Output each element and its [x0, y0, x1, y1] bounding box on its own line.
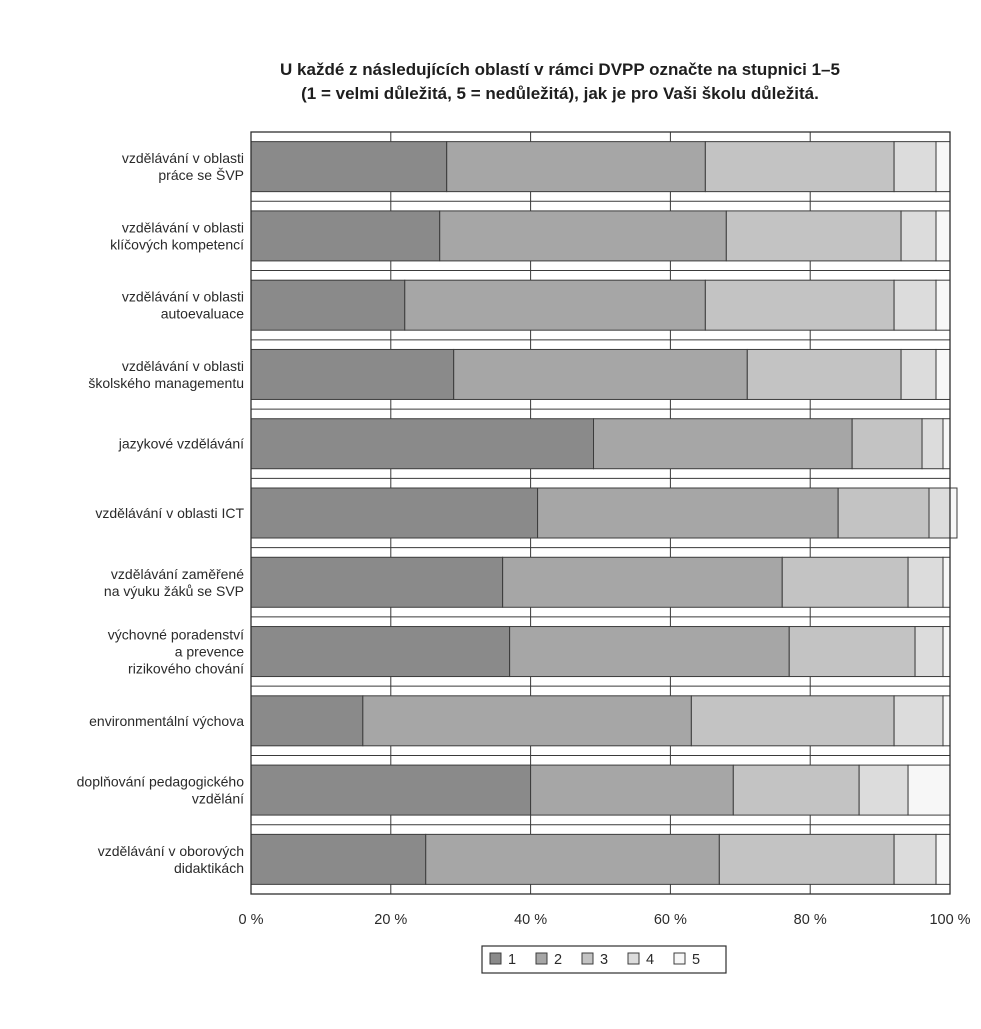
- legend-swatch-2: [535, 952, 548, 965]
- bar-segment-1-row-6: [250, 487, 539, 539]
- x-tick-label: 60 %: [654, 912, 687, 928]
- bar-segment-3-row-11: [718, 833, 895, 885]
- bar-segment-1-row-8: [250, 626, 511, 678]
- bar-segment-4-row-1: [893, 141, 937, 193]
- bar-segment-3-row-9: [690, 695, 895, 747]
- legend-swatch-3: [581, 952, 594, 965]
- bar-segment-5-row-1: [935, 141, 951, 193]
- legend-swatch-4: [627, 952, 640, 965]
- category-label-8: výchovné poradenství a prevence rizikového…: [108, 627, 244, 677]
- bar-segment-2-row-5: [593, 418, 853, 470]
- bar-segment-3-row-2: [725, 210, 902, 262]
- bar-segment-2-row-10: [530, 764, 734, 816]
- bar-segment-1-row-7: [250, 556, 504, 608]
- legend-label-5: 5: [692, 952, 700, 968]
- category-label-4: vzdělávání v oblasti školského management…: [88, 358, 244, 391]
- bar-segment-2-row-4: [453, 348, 748, 400]
- legend-box: [481, 945, 727, 974]
- category-label-1: vzdělávání v oblasti práce se ŠVP: [122, 150, 244, 183]
- bar-segment-5-row-2: [935, 210, 951, 262]
- chart-title-line-1: U každé z následujících oblastí v rámci …: [280, 60, 840, 79]
- bar-segment-1-row-2: [250, 210, 441, 262]
- chart-title: U každé z následujících oblastí v rámci …: [280, 60, 840, 103]
- legend-swatch-5: [673, 952, 686, 965]
- bar-segment-5-row-5: [942, 418, 951, 470]
- bar-segment-3-row-7: [781, 556, 909, 608]
- x-axis-tick-labels: 0 % 20 % 40 % 60 % 80 % 100 %: [239, 912, 971, 928]
- legend-label-4: 4: [646, 952, 654, 968]
- x-tick-label: 40 %: [514, 912, 547, 928]
- bar-segment-2-row-11: [425, 833, 720, 885]
- category-label-2: vzdělávání v oblasti klíčových kompetencí: [110, 219, 244, 252]
- legend-label-3: 3: [600, 952, 608, 968]
- bar-segment-4-row-11: [893, 833, 937, 885]
- category-label-6: vzdělávání v oblasti ICT: [95, 505, 244, 521]
- category-label-10: doplňování pedagogického vzdělání: [77, 774, 245, 807]
- bar-segment-5-row-11: [935, 833, 951, 885]
- bar-segment-1-row-11: [250, 833, 427, 885]
- bar-segment-1-row-4: [250, 348, 455, 400]
- bar-segment-4-row-9: [893, 695, 944, 747]
- bar-segment-5-row-7: [942, 556, 951, 608]
- bar-segment-1-row-1: [250, 141, 448, 193]
- bar-segment-2-row-7: [502, 556, 783, 608]
- x-tick-label: 20 %: [374, 912, 407, 928]
- bars: [250, 141, 958, 885]
- chart-title-line-2: (1 = velmi důležitá, 5 = nedůležitá), ja…: [301, 84, 819, 103]
- plot-frame: [250, 131, 951, 895]
- category-label-5: jazykové vzdělávání: [118, 436, 244, 452]
- bar-segment-1-row-3: [250, 279, 406, 331]
- bar-segment-3-row-5: [851, 418, 923, 470]
- legend: 1 2 3 4 5: [481, 945, 727, 974]
- bar-segment-4-row-8: [914, 626, 944, 678]
- bar-segment-4-row-3: [893, 279, 937, 331]
- legend-label-1: 1: [508, 952, 516, 968]
- bar-segment-3-row-1: [704, 141, 895, 193]
- bar-segment-2-row-1: [446, 141, 706, 193]
- bar-segment-3-row-8: [788, 626, 916, 678]
- bar-segment-3-row-4: [746, 348, 902, 400]
- bar-segment-4-row-10: [858, 764, 909, 816]
- bar-segment-5-row-8: [942, 626, 951, 678]
- bar-segment-5-row-3: [935, 279, 951, 331]
- bar-segment-4-row-4: [900, 348, 937, 400]
- bar-segment-5-row-4: [935, 348, 951, 400]
- bar-segment-1-row-5: [250, 418, 595, 470]
- bar-segment-4-row-6: [928, 487, 951, 539]
- bar-segment-1-row-9: [250, 695, 364, 747]
- x-tick-label: 100 %: [929, 912, 970, 928]
- category-label-9: environmentální výchova: [89, 713, 244, 729]
- bar-segment-4-row-7: [907, 556, 944, 608]
- bar-segment-3-row-3: [704, 279, 895, 331]
- x-tick-label: 80 %: [794, 912, 827, 928]
- category-label-7: vzdělávání zaměřené na výuku žáků se SVP: [104, 566, 244, 599]
- bar-segment-4-row-2: [900, 210, 937, 262]
- bar-segment-2-row-2: [439, 210, 727, 262]
- bar-segment-5-row-6: [949, 487, 958, 539]
- category-label-3: vzdělávání v oblasti autoevaluace: [122, 289, 244, 322]
- bar-segment-2-row-6: [537, 487, 839, 539]
- bar-segment-3-row-6: [837, 487, 930, 539]
- category-labels: vzdělávání v oblasti práce se ŠVP vzdělává…: [77, 150, 245, 876]
- bar-segment-2-row-8: [509, 626, 790, 678]
- bar-segment-5-row-10: [907, 764, 951, 816]
- bar-segment-2-row-3: [404, 279, 706, 331]
- bar-segment-4-row-5: [921, 418, 944, 470]
- bar-segment-3-row-10: [732, 764, 860, 816]
- bar-segment-2-row-9: [362, 695, 692, 747]
- bar-segment-1-row-10: [250, 764, 532, 816]
- legend-swatch-1: [489, 952, 502, 965]
- x-tick-label: 0 %: [239, 912, 264, 928]
- legend-label-2: 2: [554, 952, 562, 968]
- bar-segment-5-row-9: [942, 695, 951, 747]
- category-label-11: vzdělávání v oborových didaktikách: [98, 843, 244, 876]
